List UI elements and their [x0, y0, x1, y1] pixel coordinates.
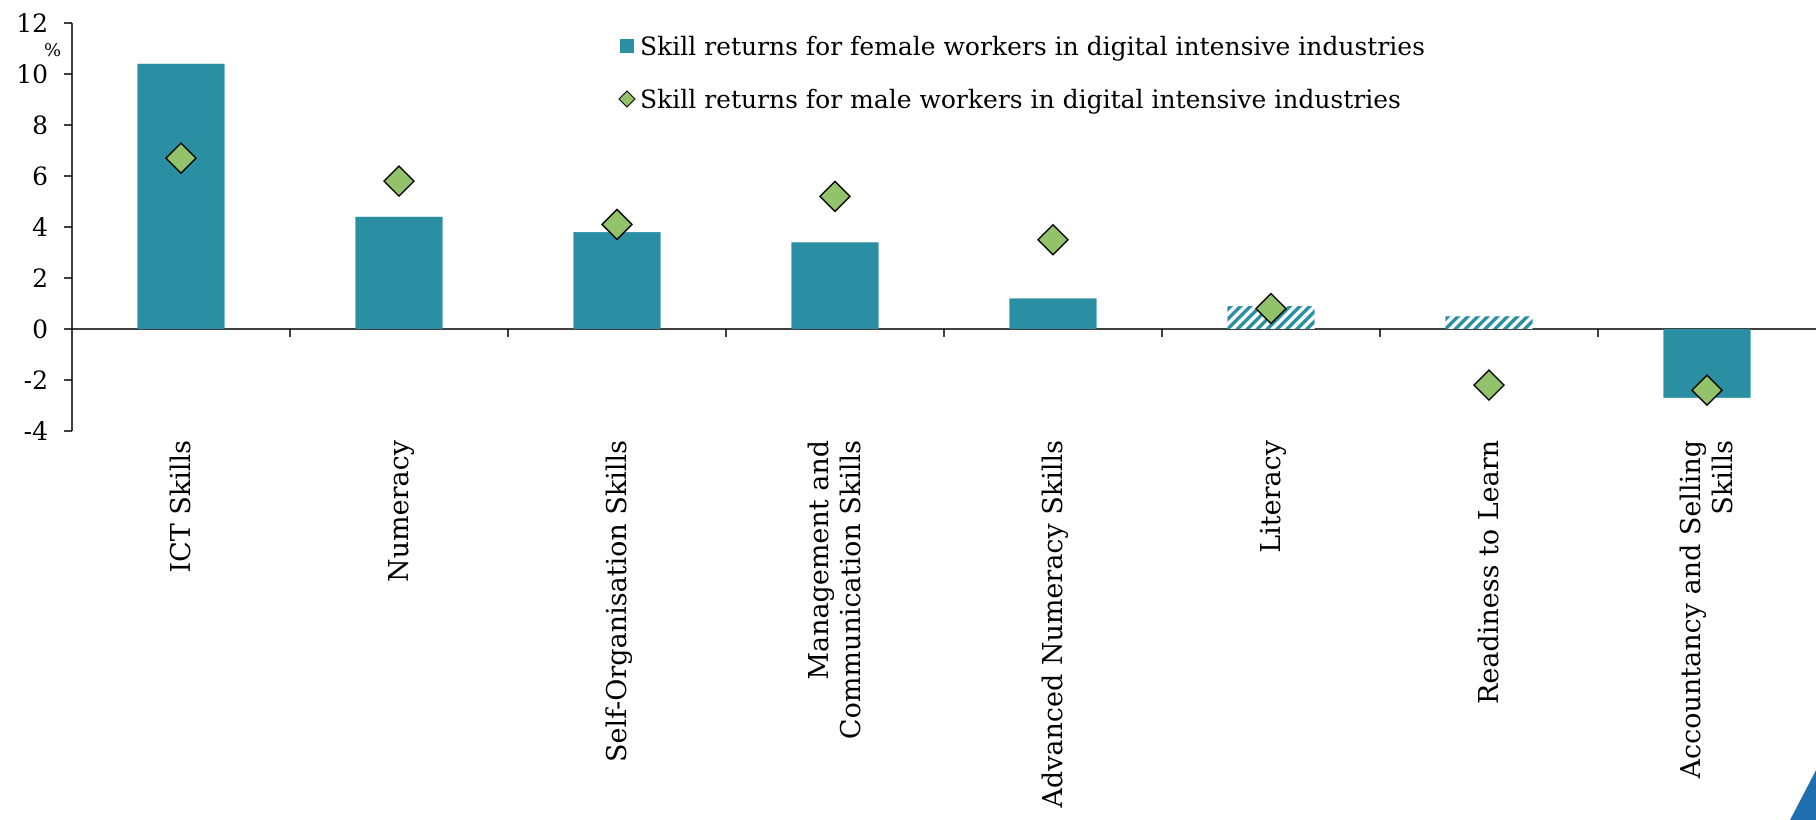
corner-decoration	[1790, 770, 1816, 820]
bar	[791, 242, 879, 329]
x-tick-label: Self-Organisation Skills	[602, 440, 633, 762]
y-tick-label: 8	[32, 111, 48, 140]
y-tick-label: 10	[16, 60, 48, 89]
x-tick-label-line: Advanced Numeracy Skills	[1038, 440, 1069, 809]
y-tick-label: 6	[32, 162, 48, 191]
x-tick-label-line: Management and	[804, 440, 835, 680]
y-tick-label: -4	[24, 417, 48, 446]
x-tick-label: Management andCommunication Skills	[804, 440, 867, 739]
legend-label: Skill returns for male workers in digita…	[640, 85, 1401, 114]
bar	[355, 216, 443, 329]
x-tick-label: Accountancy and SellingSkills	[1676, 440, 1739, 779]
bar	[137, 63, 225, 330]
x-tick-label: ICT Skills	[166, 440, 197, 573]
legend-swatch	[618, 90, 636, 108]
x-tick-label: Literacy	[1256, 439, 1287, 553]
y-tick-label: 12	[16, 9, 48, 38]
x-tick-label: Numeracy	[384, 439, 415, 582]
diamond-marker	[1690, 374, 1724, 407]
x-tick-label-line: Numeracy	[384, 439, 415, 582]
y-tick-label: 4	[32, 213, 48, 242]
diamond-marker	[382, 165, 416, 198]
y-tick-label: -2	[24, 366, 48, 395]
bar	[1009, 298, 1097, 329]
diamond-marker	[164, 142, 198, 175]
diamond-marker	[818, 180, 852, 213]
unit-label: %	[44, 40, 61, 61]
x-tick-label-line: Self-Organisation Skills	[602, 440, 633, 762]
x-tick-label-line: ICT Skills	[166, 440, 197, 573]
legend-swatch	[620, 39, 634, 53]
x-tick-label-line: Readiness to Learn	[1474, 440, 1505, 704]
x-tick-label-line: Skills	[1708, 440, 1739, 515]
bar	[1445, 316, 1533, 329]
bar	[573, 232, 661, 329]
x-tick-label: Advanced Numeracy Skills	[1038, 440, 1069, 809]
x-tick-label-line: Accountancy and Selling	[1676, 440, 1707, 779]
x-tick-label-line: Literacy	[1256, 439, 1287, 553]
x-tick-label-line: Communication Skills	[836, 440, 867, 739]
y-tick-label: 2	[32, 264, 48, 293]
legend-label: Skill returns for female workers in digi…	[640, 32, 1425, 61]
x-tick-label: Readiness to Learn	[1474, 440, 1505, 704]
diamond-marker	[1472, 369, 1506, 402]
diamond-marker	[1254, 292, 1288, 325]
diamond-marker	[600, 208, 634, 241]
y-tick-label: 0	[32, 315, 48, 344]
diamond-marker	[1036, 223, 1070, 256]
